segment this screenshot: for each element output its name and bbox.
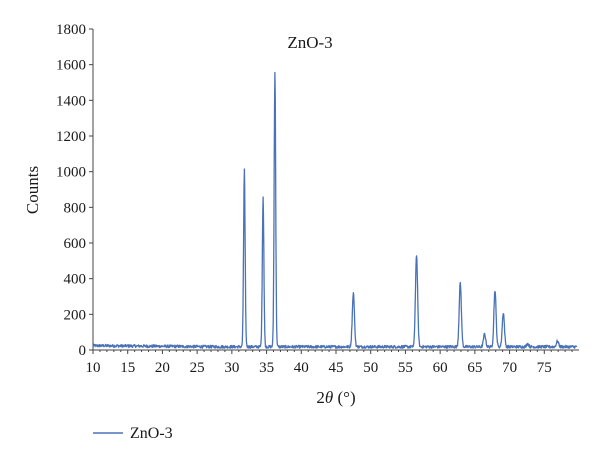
series-line-zno-3 [92,71,578,349]
x-axis-ticks: 10 15 20 25 30 35 40 45 50 55 60 65 70 75 [86,350,573,376]
y-tick-label: 1800 [56,22,86,38]
x-tick-label: 50 [363,360,378,376]
chart-title: ZnO-3 [287,33,332,52]
legend: ZnO-3 [93,425,173,442]
x-tick-label: 75 [537,360,552,376]
y-tick-label: 400 [64,272,87,288]
x-tick-label: 40 [294,360,309,376]
y-tick-label: 1200 [56,129,86,145]
x-tick-label: 35 [259,360,274,376]
x-tick-label: 10 [86,360,101,376]
x-tick-label: 70 [502,360,517,376]
y-axis-label: Counts [23,166,42,214]
x-tick-label: 60 [433,360,448,376]
x-axis-title-theta: θ [325,388,333,407]
legend-label-zno-3: ZnO-3 [130,425,173,442]
y-tick-label: 1600 [56,58,86,74]
y-tick-label: 800 [64,200,87,216]
x-tick-label: 25 [190,360,205,376]
x-axis-title-prefix: 2 [316,388,325,407]
x-tick-label: 30 [224,360,239,376]
x-tick-label: 20 [155,360,170,376]
y-tick-label: 1000 [56,165,86,181]
x-tick-label: 55 [398,360,413,376]
x-tick-label: 65 [467,360,482,376]
x-axis-title-suffix: (°) [333,388,355,407]
y-axis-title: Counts [23,166,42,214]
y-tick-label: 1400 [56,93,86,109]
x-tick-label: 15 [120,360,135,376]
y-axis-ticks: 0 200 400 600 800 1000 1200 1400 1600 1800 [56,22,93,359]
x-tick-label: 45 [329,360,344,376]
y-tick-label: 600 [64,236,87,252]
y-tick-label: 0 [79,343,87,359]
x-axis-title: 2θ (°) [316,388,355,407]
y-tick-label: 200 [64,307,87,323]
